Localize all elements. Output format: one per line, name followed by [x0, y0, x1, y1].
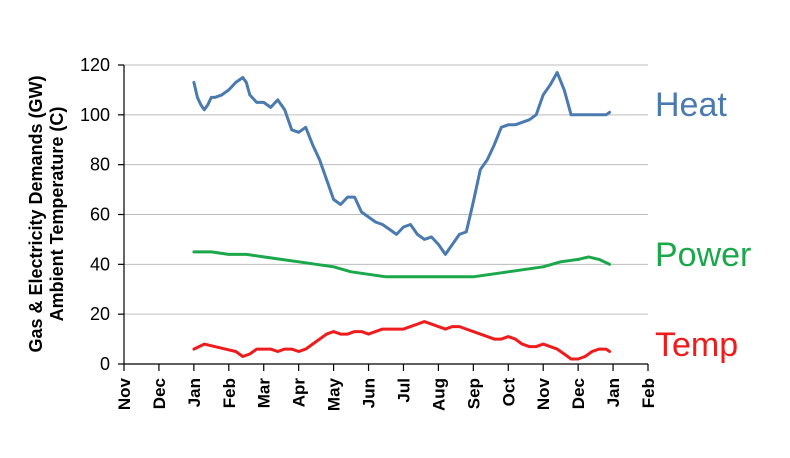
y-axis-label-group: Gas & Electricity Demands (GW) Ambient T… — [26, 75, 67, 352]
x-tick-label: May — [325, 377, 344, 411]
x-tick-label: Jun — [360, 378, 379, 408]
y-tick-label: 60 — [90, 205, 110, 225]
series-line-heat — [192, 71, 612, 256]
x-axis-ticks: Nov Dec Jan Feb Mar Apr May Jun Jul Aug Sep Oct Nov D… — [115, 364, 658, 411]
x-tick-label: Feb — [220, 378, 239, 408]
gridlines — [124, 64, 648, 315]
x-tick-label: Jan — [185, 378, 204, 407]
x-tick-label: Nov — [115, 377, 134, 410]
y-tick-label: 100 — [80, 105, 110, 125]
series-line-power — [192, 250, 612, 279]
x-tick-label: Nov — [534, 377, 553, 410]
y-axis-label-line-1: Gas & Electricity Demands (GW) — [26, 75, 46, 352]
x-tick-label: Dec — [150, 378, 169, 409]
y-tick-label: 0 — [100, 354, 110, 374]
series-lines — [192, 71, 612, 361]
x-tick-label: Mar — [255, 378, 274, 409]
x-tick-label: Jan — [604, 378, 623, 407]
x-tick-label: Feb — [639, 378, 658, 408]
y-axis-label-line-2: Ambient Temperature (C) — [47, 107, 67, 322]
x-tick-label: Aug — [429, 378, 448, 411]
y-tick-label: 40 — [90, 254, 110, 274]
y-tick-label: 120 — [80, 55, 110, 75]
x-tick-label: Sep — [464, 378, 483, 409]
y-tick-label: 80 — [90, 155, 110, 175]
x-tick-label: Apr — [290, 378, 309, 408]
y-tick-label: 20 — [90, 304, 110, 324]
series-label-heat: Heat — [655, 86, 727, 124]
x-tick-label: Jul — [394, 378, 413, 403]
y-axis-ticks: 0 20 40 60 80 100 120 — [80, 55, 124, 374]
series-label-power: Power — [655, 236, 751, 274]
series-labels: Heat Power Temp — [655, 86, 751, 364]
axes — [123, 65, 648, 365]
series-line-temp — [192, 320, 612, 361]
x-tick-label: Oct — [499, 378, 518, 407]
x-tick-label: Dec — [569, 378, 588, 409]
series-label-temp: Temp — [655, 326, 738, 364]
